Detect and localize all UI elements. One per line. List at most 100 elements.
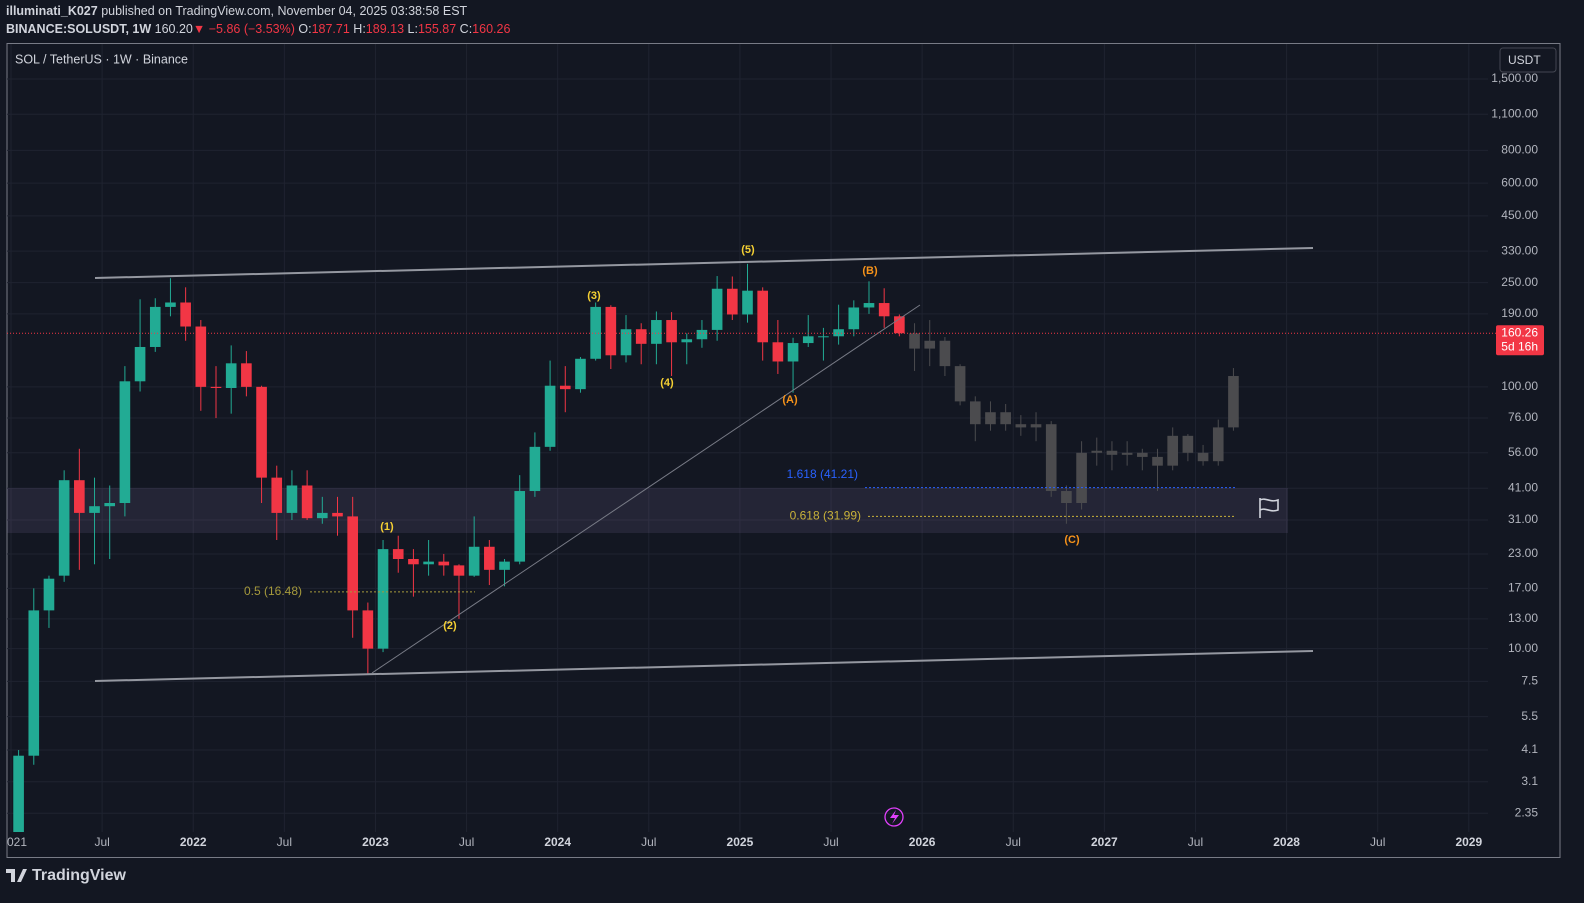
candle-body <box>392 549 404 560</box>
x-tick-label: 2022 <box>180 835 207 849</box>
wave-label: (B) <box>862 265 878 277</box>
candle-body <box>301 485 313 519</box>
wave-label: (2) <box>443 620 457 632</box>
candle-body <box>1121 452 1133 455</box>
candle-body <box>210 386 222 388</box>
y-tick-label: 100.00 <box>1501 379 1538 393</box>
candle-body <box>666 320 677 343</box>
x-tick-label: Jul <box>641 835 656 849</box>
candle-body <box>408 559 419 565</box>
price-tag-value: 160.26 <box>1501 325 1538 339</box>
channel-bottom <box>94 650 1314 682</box>
candle-body <box>1015 424 1027 428</box>
candle-body <box>195 326 207 387</box>
candle-body <box>241 363 252 387</box>
x-tick-label: Jul <box>1188 835 1203 849</box>
wave-label: (3) <box>587 290 601 302</box>
price-tag-countdown: 5d 16h <box>1501 339 1538 353</box>
candle-body <box>1212 427 1224 462</box>
symbol: BINANCE:SOLUSDT, 1W <box>6 22 152 36</box>
x-tick-label: 2029 <box>1455 835 1482 849</box>
y-tick-label: 13.00 <box>1508 611 1538 625</box>
candle-body <box>1167 435 1179 466</box>
candle-body <box>651 320 662 344</box>
logo-mark <box>6 869 27 882</box>
x-tick-label: Jul <box>1006 835 1021 849</box>
y-tick-label: 31.00 <box>1508 512 1538 526</box>
candle-body <box>605 306 617 356</box>
y-tick-label: 1,100.00 <box>1491 106 1538 120</box>
candle-body <box>742 290 753 315</box>
y-tick-label: 7.5 <box>1521 674 1538 688</box>
x-tick-label: 2025 <box>727 835 754 849</box>
candle-body <box>28 610 40 756</box>
candle-body <box>1182 435 1194 453</box>
candle-body <box>1152 456 1163 466</box>
candle-body <box>149 306 161 347</box>
candle-body <box>1197 452 1209 462</box>
candle-body <box>514 491 526 562</box>
candle-body <box>985 412 996 425</box>
x-tick-label: Jul <box>459 835 474 849</box>
candle-body <box>332 512 343 517</box>
candle-body <box>347 516 358 611</box>
candle-body <box>423 561 434 565</box>
candle-body <box>848 307 860 330</box>
fib-label: 0.618 (31.99) <box>790 509 861 523</box>
x-tick-label: 021 <box>7 835 27 849</box>
candle-body <box>165 302 176 307</box>
candle-body <box>13 755 24 832</box>
y-tick-label: 330.00 <box>1501 243 1538 257</box>
price-tag <box>1496 325 1544 356</box>
fib-label: 0.5 (16.48) <box>244 584 302 598</box>
candle-body <box>529 446 541 492</box>
wave-label: (C) <box>1064 534 1080 546</box>
candle-body <box>757 290 769 343</box>
candle-body <box>772 342 784 362</box>
candle-body <box>89 506 100 513</box>
unit: USDT <box>1508 53 1541 67</box>
x-tick-label: Jul <box>94 835 109 849</box>
x-tick-label: Jul <box>823 835 838 849</box>
candle-body <box>43 578 55 611</box>
fib-label: 1.618 (41.21) <box>787 467 858 481</box>
k: O: <box>298 22 312 36</box>
y-tick-label: 17.00 <box>1508 580 1538 594</box>
candle-body <box>286 485 298 513</box>
candle-body <box>438 561 450 566</box>
y-tick-label: 41.00 <box>1508 480 1538 494</box>
y-tick-label: 190.00 <box>1501 306 1538 320</box>
channel-top <box>94 247 1314 279</box>
candle-body <box>1076 452 1087 504</box>
footer-logo: TradingView <box>32 867 127 884</box>
candle-body <box>119 381 131 504</box>
candle-body <box>225 363 237 388</box>
y-tick-label: 5.5 <box>1521 709 1538 723</box>
candle-body <box>1106 450 1118 455</box>
candle-body <box>787 343 799 362</box>
symbol-line: BINANCE:SOLUSDT, 1W 160.20▼ −5.86 (−3.53… <box>6 22 510 36</box>
candle-body <box>635 329 647 344</box>
candle-body <box>104 503 116 507</box>
candle-body <box>909 333 920 349</box>
y-tick-label: 4.1 <box>1521 742 1538 756</box>
v: 160.26 <box>472 22 511 36</box>
y-tick-label: 3.1 <box>1521 774 1538 788</box>
candle-body <box>590 306 601 359</box>
candle-body <box>1091 450 1103 453</box>
candle-body <box>575 358 586 390</box>
trend-line <box>371 304 921 674</box>
flag-icon <box>1259 498 1279 518</box>
k: H: <box>353 22 366 36</box>
candle-body <box>468 546 480 576</box>
frame <box>6 43 1561 858</box>
candle-body <box>924 340 936 349</box>
candle-body <box>544 385 556 447</box>
v: 187.71 <box>311 22 350 36</box>
lightning-icon <box>884 807 904 827</box>
candle-body <box>1000 412 1011 425</box>
candle-body <box>1228 376 1239 428</box>
published: published on TradingView.com, November 0… <box>101 4 468 18</box>
candle-body <box>711 288 723 330</box>
